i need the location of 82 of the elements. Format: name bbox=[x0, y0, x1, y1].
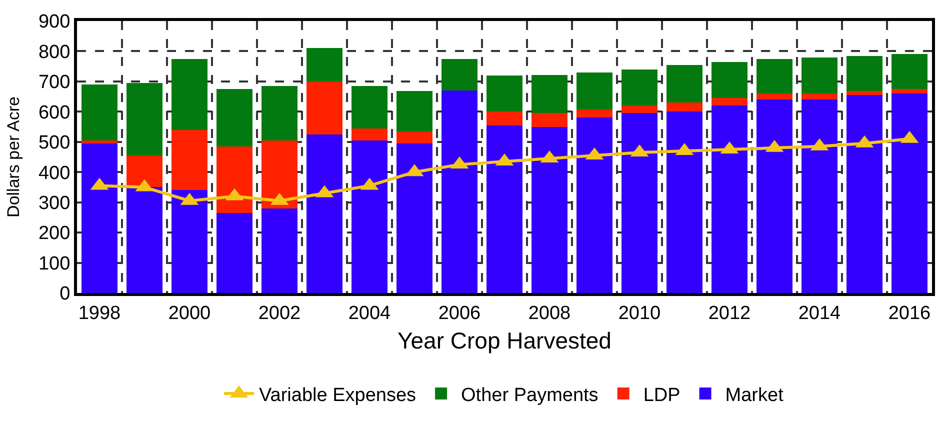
y-tick-label: 700 bbox=[38, 72, 70, 94]
bar bbox=[262, 140, 298, 208]
bar bbox=[802, 100, 838, 293]
bar bbox=[396, 91, 432, 132]
x-tick-label: 2008 bbox=[528, 302, 571, 324]
bar bbox=[802, 57, 838, 94]
y-tick-label: 900 bbox=[38, 12, 70, 33]
y-tick-label: 400 bbox=[38, 162, 70, 184]
bar bbox=[396, 143, 432, 293]
bar bbox=[892, 94, 928, 293]
bar bbox=[126, 187, 162, 293]
legend-label: Variable Expenses bbox=[259, 384, 416, 406]
bar bbox=[306, 134, 342, 293]
bar bbox=[892, 54, 928, 89]
x-tick-label: 2000 bbox=[168, 302, 211, 324]
bar bbox=[802, 94, 838, 100]
bar bbox=[216, 89, 252, 146]
x-tick-label: 2006 bbox=[438, 302, 481, 324]
bar bbox=[262, 208, 298, 293]
x-tick-label: 1998 bbox=[78, 302, 121, 324]
bar bbox=[756, 94, 792, 100]
bar bbox=[756, 100, 792, 293]
bar bbox=[846, 91, 882, 96]
bar bbox=[126, 82, 162, 156]
bar bbox=[352, 128, 388, 140]
bar bbox=[532, 113, 568, 127]
bar bbox=[172, 130, 208, 190]
bar bbox=[82, 84, 118, 140]
x-tick-label: 2010 bbox=[618, 302, 661, 324]
bar bbox=[262, 86, 298, 140]
x-tick-label: 2014 bbox=[798, 302, 842, 324]
bar bbox=[442, 58, 478, 91]
bar bbox=[576, 118, 612, 293]
bar bbox=[82, 143, 118, 293]
bar bbox=[396, 131, 432, 144]
bar bbox=[126, 155, 162, 188]
bar bbox=[712, 62, 748, 98]
x-tick-label: 2002 bbox=[258, 302, 301, 324]
bar bbox=[846, 56, 882, 92]
bar bbox=[216, 146, 252, 213]
bar bbox=[712, 106, 748, 293]
bar bbox=[306, 81, 342, 134]
bar bbox=[352, 140, 388, 293]
legend-label: Other Payments bbox=[461, 384, 598, 406]
bar bbox=[216, 212, 252, 293]
bar bbox=[486, 112, 522, 126]
y-tick-label: 200 bbox=[38, 223, 70, 244]
bar bbox=[622, 69, 658, 106]
x-tick-label: 2004 bbox=[348, 302, 392, 324]
bar bbox=[576, 109, 612, 118]
x-tick-label: 2016 bbox=[888, 302, 931, 324]
x-tick-label: 2012 bbox=[708, 302, 751, 324]
x-axis-title: Year Crop Harvested bbox=[398, 327, 612, 354]
bar bbox=[666, 102, 702, 112]
y-tick-label: 300 bbox=[38, 192, 70, 214]
bar bbox=[442, 90, 478, 293]
bar bbox=[666, 64, 702, 103]
bar bbox=[172, 190, 208, 293]
bar bbox=[576, 72, 612, 110]
bar bbox=[486, 125, 522, 293]
bar bbox=[756, 58, 792, 94]
bar bbox=[622, 113, 658, 293]
bar bbox=[172, 58, 208, 130]
legend-label: LDP bbox=[643, 384, 680, 406]
y-tick-label: 0 bbox=[60, 284, 70, 305]
bar bbox=[712, 98, 748, 106]
bar bbox=[892, 89, 928, 94]
y-tick-label: 100 bbox=[38, 253, 70, 274]
y-tick-label: 600 bbox=[38, 102, 70, 124]
bar bbox=[82, 140, 118, 144]
bar bbox=[666, 112, 702, 293]
y-tick-label: 500 bbox=[38, 132, 70, 154]
legend-label: Market bbox=[725, 384, 784, 406]
y-axis-title: Dollars per Acre bbox=[4, 96, 24, 218]
bar bbox=[532, 126, 568, 293]
bar bbox=[532, 74, 568, 114]
bar bbox=[352, 86, 388, 128]
y-tick-label: 800 bbox=[38, 42, 70, 63]
bar bbox=[486, 75, 522, 112]
bar bbox=[306, 48, 342, 82]
bar bbox=[846, 95, 882, 293]
bar bbox=[622, 106, 658, 114]
